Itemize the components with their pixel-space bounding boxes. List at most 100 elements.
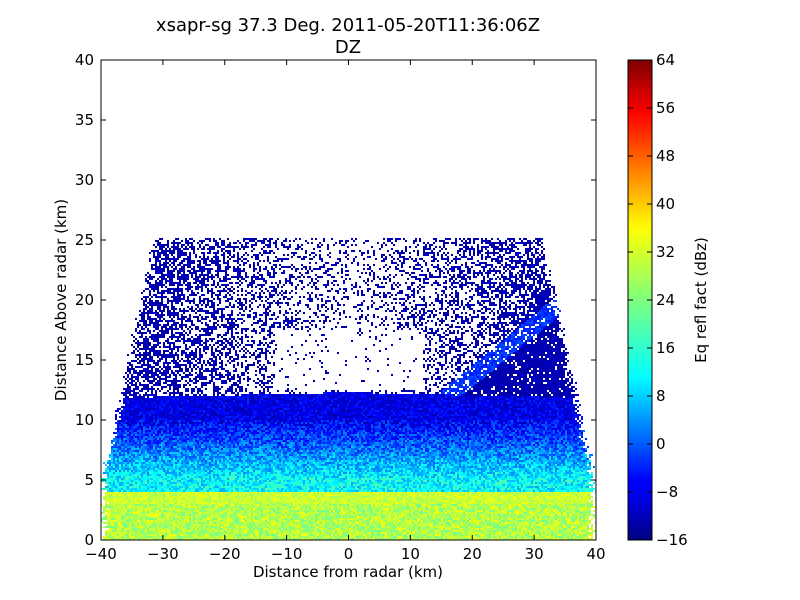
reflectivity-cell bbox=[275, 302, 277, 304]
reflectivity-cell bbox=[165, 326, 167, 328]
reflectivity-cell bbox=[151, 338, 153, 340]
reflectivity-cell bbox=[269, 330, 271, 332]
reflectivity-cell bbox=[527, 242, 529, 244]
reflectivity-cell bbox=[211, 276, 213, 278]
reflectivity-cell bbox=[151, 304, 153, 306]
reflectivity-cell bbox=[557, 336, 559, 338]
reflectivity-cell bbox=[185, 352, 187, 354]
reflectivity-cell bbox=[531, 350, 533, 352]
reflectivity-cell bbox=[521, 338, 523, 340]
reflectivity-cell bbox=[189, 340, 191, 342]
reflectivity-cell bbox=[159, 336, 161, 338]
reflectivity-cell bbox=[509, 250, 511, 252]
reflectivity-cell bbox=[521, 332, 523, 334]
reflectivity-cell bbox=[451, 270, 453, 272]
reflectivity-cell bbox=[509, 338, 511, 340]
reflectivity-cell bbox=[531, 338, 533, 340]
reflectivity-cell bbox=[287, 280, 289, 282]
reflectivity-cell bbox=[315, 296, 317, 298]
reflectivity-cell bbox=[509, 346, 511, 348]
reflectivity-cell bbox=[463, 270, 465, 272]
reflectivity-cell bbox=[217, 276, 219, 278]
reflectivity-cell bbox=[527, 272, 529, 274]
reflectivity-cell bbox=[257, 262, 259, 264]
reflectivity-cell bbox=[225, 284, 227, 286]
reflectivity-cell bbox=[499, 314, 501, 316]
reflectivity-cell bbox=[365, 282, 367, 284]
reflectivity-cell bbox=[261, 284, 263, 286]
reflectivity-cell bbox=[451, 348, 453, 350]
reflectivity-cell bbox=[563, 328, 565, 330]
reflectivity-cell bbox=[487, 300, 489, 302]
reflectivity-cell bbox=[493, 304, 495, 306]
reflectivity-cell bbox=[211, 248, 213, 250]
reflectivity-cell bbox=[403, 256, 405, 258]
reflectivity-cell bbox=[439, 302, 441, 304]
reflectivity-cell bbox=[473, 316, 475, 318]
reflectivity-cell bbox=[553, 354, 555, 356]
reflectivity-cell bbox=[367, 320, 369, 322]
reflectivity-cell bbox=[529, 240, 531, 242]
reflectivity-cell bbox=[245, 334, 247, 336]
reflectivity-cell bbox=[423, 246, 425, 248]
reflectivity-cell bbox=[471, 298, 473, 300]
reflectivity-cell bbox=[565, 348, 567, 350]
reflectivity-cell bbox=[255, 350, 257, 352]
reflectivity-cell bbox=[453, 280, 455, 282]
reflectivity-cell bbox=[507, 346, 509, 348]
reflectivity-cell bbox=[217, 324, 219, 326]
reflectivity-cell bbox=[343, 282, 345, 284]
reflectivity-cell bbox=[181, 314, 183, 316]
reflectivity-cell bbox=[489, 244, 491, 246]
reflectivity-cell bbox=[161, 330, 163, 332]
reflectivity-cell bbox=[261, 274, 263, 276]
reflectivity-cell bbox=[493, 250, 495, 252]
reflectivity-cell bbox=[279, 298, 281, 300]
reflectivity-cell bbox=[155, 312, 157, 314]
reflectivity-cell bbox=[207, 280, 209, 282]
reflectivity-cell bbox=[541, 342, 543, 344]
reflectivity-cell bbox=[253, 316, 255, 318]
reflectivity-cell bbox=[149, 336, 151, 338]
reflectivity-cell bbox=[535, 316, 537, 318]
reflectivity-cell bbox=[557, 342, 559, 344]
reflectivity-cell bbox=[479, 264, 481, 266]
reflectivity-cell bbox=[253, 274, 255, 276]
reflectivity-cell bbox=[171, 262, 173, 264]
reflectivity-cell bbox=[509, 352, 511, 354]
reflectivity-cell bbox=[493, 332, 495, 334]
reflectivity-cell bbox=[217, 290, 219, 292]
reflectivity-cell bbox=[141, 348, 143, 350]
reflectivity-cell bbox=[345, 326, 347, 328]
reflectivity-cell bbox=[155, 320, 157, 322]
reflectivity-cell bbox=[167, 354, 169, 356]
reflectivity-cell bbox=[539, 282, 541, 284]
reflectivity-cell bbox=[219, 340, 221, 342]
reflectivity-cell bbox=[301, 258, 303, 260]
reflectivity-cell bbox=[539, 316, 541, 318]
reflectivity-cell bbox=[493, 312, 495, 314]
reflectivity-cell bbox=[363, 258, 365, 260]
reflectivity-cell bbox=[429, 272, 431, 274]
reflectivity-cell bbox=[145, 298, 147, 300]
reflectivity-cell bbox=[183, 318, 185, 320]
reflectivity-cell bbox=[393, 262, 395, 264]
reflectivity-cell bbox=[371, 270, 373, 272]
reflectivity-cell bbox=[177, 338, 179, 340]
reflectivity-cell bbox=[173, 282, 175, 284]
reflectivity-cell bbox=[203, 246, 205, 248]
reflectivity-cell bbox=[369, 256, 371, 258]
reflectivity-cell bbox=[251, 294, 253, 296]
reflectivity-cell bbox=[467, 258, 469, 260]
reflectivity-cell bbox=[531, 270, 533, 272]
reflectivity-cell bbox=[547, 302, 549, 304]
reflectivity-cell bbox=[259, 296, 261, 298]
reflectivity-cell bbox=[451, 304, 453, 306]
reflectivity-cell bbox=[155, 260, 157, 262]
reflectivity-cell bbox=[521, 340, 523, 342]
reflectivity-cell bbox=[245, 244, 247, 246]
reflectivity-cell bbox=[473, 310, 475, 312]
reflectivity-cell bbox=[157, 336, 159, 338]
reflectivity-cell bbox=[477, 248, 479, 250]
reflectivity-cell bbox=[271, 302, 273, 304]
